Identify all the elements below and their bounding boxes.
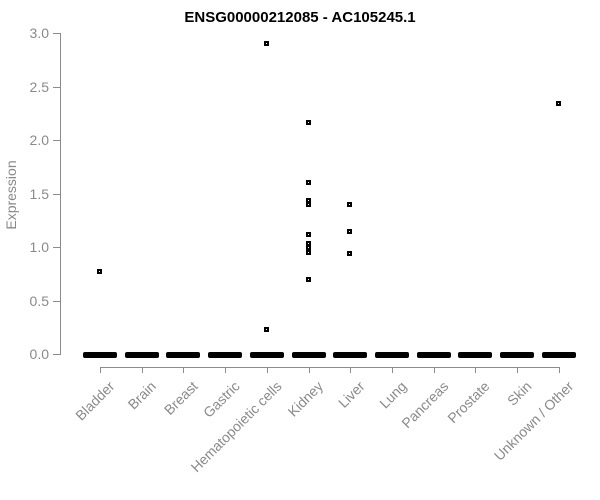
x-tick	[225, 367, 226, 373]
y-tick-label: 2.5	[29, 79, 49, 95]
y-tick-label: 1.0	[29, 239, 49, 255]
zero-expression-dash	[125, 352, 159, 358]
x-tick-label-unknown-other: Unknown / Other	[490, 378, 577, 464]
y-tick	[53, 247, 60, 248]
zero-expression-dash	[292, 352, 326, 358]
zero-expression-dash	[83, 352, 117, 358]
zero-expression-dash	[417, 352, 451, 358]
x-tick-label-kidney: Kidney	[284, 378, 327, 420]
zero-expression-dash	[166, 352, 200, 358]
x-axis-line	[100, 367, 560, 368]
zero-expression-dash	[500, 352, 534, 358]
zero-expression-dash	[208, 352, 242, 358]
y-tick	[53, 301, 60, 302]
x-tick-label-brain: Brain	[124, 378, 160, 413]
y-tick-label: 1.5	[29, 186, 49, 202]
data-point-marker	[347, 229, 352, 234]
x-tick-label-skin: Skin	[503, 378, 535, 409]
zero-expression-dash	[250, 352, 284, 358]
data-point-marker	[306, 202, 311, 207]
x-tick-label-lung: Lung	[375, 378, 410, 412]
x-tick	[392, 367, 393, 373]
y-axis-line	[60, 33, 61, 355]
x-tick-label-breast: Breast	[160, 378, 201, 418]
y-tick-label: 3.0	[29, 25, 49, 41]
zero-expression-dash	[333, 352, 367, 358]
x-tick-label-bladder: Bladder	[71, 378, 118, 424]
x-tick	[517, 367, 518, 373]
data-point-marker	[306, 277, 311, 282]
x-tick	[559, 367, 560, 373]
data-point-marker	[306, 180, 311, 185]
x-tick	[309, 367, 310, 373]
zero-expression-dash	[542, 352, 576, 358]
x-tick	[100, 367, 101, 373]
data-point-marker	[306, 250, 311, 255]
x-tick-label-liver: Liver	[334, 378, 368, 411]
data-point-marker	[264, 41, 269, 46]
data-point-marker	[556, 101, 561, 106]
data-point-marker	[264, 327, 269, 332]
y-tick	[53, 194, 60, 195]
y-tick	[53, 33, 60, 34]
data-point-marker	[347, 251, 352, 256]
data-point-marker	[306, 232, 311, 237]
chart-title: ENSG00000212085 - AC105245.1	[184, 9, 416, 26]
x-tick	[434, 367, 435, 373]
x-tick	[142, 367, 143, 373]
y-tick-label: 0.5	[29, 293, 49, 309]
zero-expression-dash	[375, 352, 409, 358]
y-tick-label: 2.0	[29, 132, 49, 148]
x-tick	[475, 367, 476, 373]
x-tick	[183, 367, 184, 373]
data-point-marker	[347, 202, 352, 207]
x-tick	[267, 367, 268, 373]
y-tick	[53, 140, 60, 141]
y-tick	[53, 87, 60, 88]
data-point-marker	[97, 269, 102, 274]
zero-expression-dash	[458, 352, 492, 358]
data-point-marker	[306, 120, 311, 125]
data-point-marker	[306, 245, 311, 250]
x-tick	[350, 367, 351, 373]
y-tick-label: 0.0	[29, 346, 49, 362]
y-tick	[53, 354, 60, 355]
x-tick-label-prostate: Prostate	[444, 378, 493, 427]
